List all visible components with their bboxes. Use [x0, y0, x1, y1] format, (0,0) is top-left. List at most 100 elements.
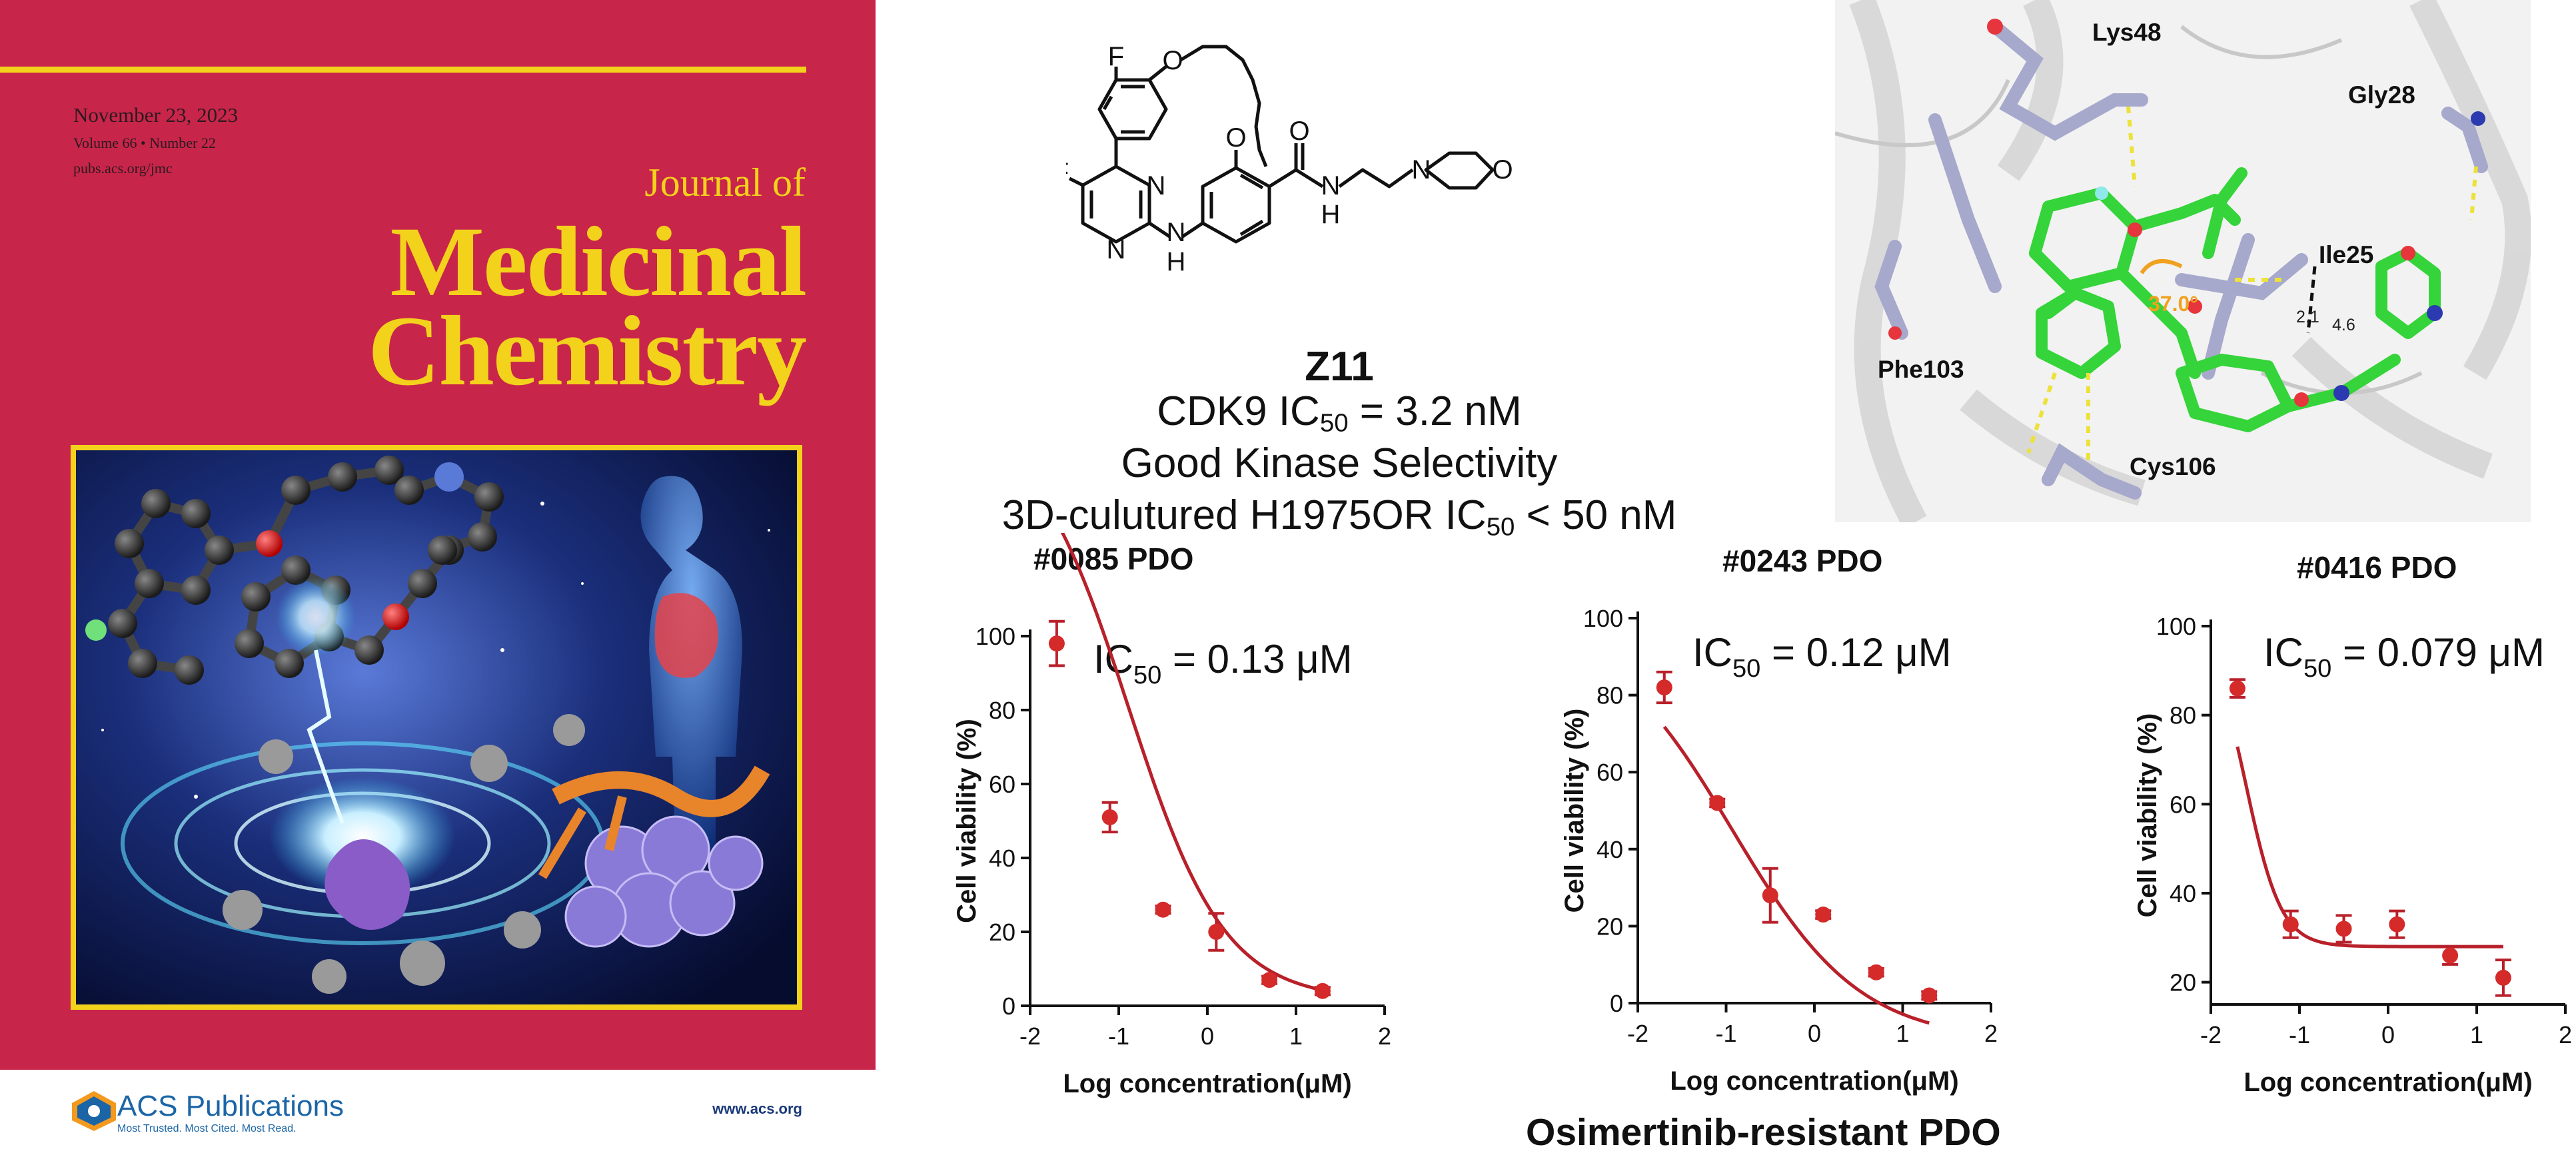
cover-date: November 23, 2023 — [73, 103, 239, 127]
journal-cover: November 23, 2023 Volume 66 • Number 22 … — [0, 0, 876, 1070]
fit-curve — [1060, 533, 1323, 992]
x-tick-label: -2 — [2200, 1021, 2222, 1048]
dose-response-chart-0085: #0085 PDO IC50 = 0.13 μM 0 20 40 60 80 100 -2 -1 0… — [930, 533, 1410, 1119]
y-tick-label: 20 — [989, 919, 1015, 946]
cover-title-chemistry: Chemistry — [368, 296, 807, 406]
compound-name: Z11 — [1305, 344, 1374, 390]
y-tick-label: 100 — [975, 623, 1015, 650]
x-tick-label: 1 — [2470, 1021, 2483, 1048]
y-tick-label: 80 — [2170, 702, 2196, 729]
x-tick-label: 1 — [1896, 1020, 1909, 1047]
dose-response-chart-0243: #0243 PDO IC50 = 0.12 μM 0 20 40 60 80 100 -2 -1 0… — [1533, 533, 2012, 1119]
chart-svg: #0416 PDO IC50 = 0.079 μM 20 40 60 80 100 -2 -1 0… — [2133, 550, 2572, 1097]
data-point — [2442, 947, 2459, 964]
y-tick-label: 80 — [1597, 682, 1623, 709]
panel-footer-title: Osimertinib-resistant PDO — [1526, 1111, 2001, 1154]
residue-label-cys106: Cys106 — [2130, 453, 2216, 480]
y-axis-label: Cell viability (%) — [1560, 709, 1589, 913]
residue-label-gly28: Gly28 — [2348, 81, 2415, 109]
atom-label: N — [1412, 155, 1431, 185]
atom-label: F — [1066, 158, 1069, 187]
docking-illustration: 37.0° — [1835, 0, 2531, 522]
atom-label: O — [1225, 123, 1246, 153]
compound-selectivity: Good Kinase Selectivity — [1121, 440, 1558, 486]
data-point — [1155, 901, 1171, 918]
distance-label: 2.1 — [2296, 308, 2319, 326]
atom-label: O — [1162, 46, 1183, 75]
data-point — [2389, 916, 2405, 933]
cover-artwork-illustration — [76, 450, 797, 1004]
ic50-annotation: IC50 = 0.079 μM — [2263, 630, 2545, 683]
x-tick-label: -2 — [1627, 1020, 1648, 1047]
data-point — [1921, 987, 1938, 1004]
chemical-structure-z11: F O O O F N N N H N H N O — [1066, 42, 1513, 276]
y-tick-label: 20 — [2170, 969, 2196, 996]
y-tick-label: 0 — [1610, 990, 1623, 1017]
data-point — [1815, 907, 1832, 923]
y-tick-label: 60 — [989, 771, 1015, 798]
atom-label: H — [1321, 200, 1341, 229]
x-tick-label: 0 — [1808, 1020, 1821, 1047]
residue-label-ile25: Ile25 — [2319, 241, 2374, 268]
fit-curve — [2236, 746, 2503, 949]
y-axis-label: Cell viability (%) — [2133, 713, 2162, 918]
y-tick-label: 60 — [1597, 759, 1623, 786]
compound-ic50-cdk9: CDK9 IC50 = 3.2 nM — [1157, 388, 1522, 438]
publisher-website: www.acs.org — [712, 1100, 802, 1117]
y-tick-label: 60 — [2170, 791, 2196, 818]
atom-label: H — [1167, 247, 1186, 276]
data-point — [1048, 635, 1065, 652]
chart-title: #0416 PDO — [2297, 550, 2457, 585]
x-tick-label: 0 — [2381, 1021, 2395, 1048]
x-tick-label: -2 — [1019, 1022, 1041, 1050]
x-axis-label: Log concentration(μM) — [2244, 1068, 2532, 1097]
cover-footer: ACS Publications Most Trusted. Most Cite… — [0, 1070, 876, 1163]
data-point — [1762, 887, 1778, 904]
x-tick-label: 2 — [2559, 1021, 2572, 1048]
x-tick-label: -1 — [1108, 1022, 1129, 1050]
dihedral-angle-label: 37.0° — [2148, 292, 2198, 316]
y-tick-label: 40 — [989, 845, 1015, 872]
y-tick-label: 100 — [1583, 605, 1623, 632]
y-axis-label: Cell viability (%) — [952, 719, 981, 923]
x-tick-label: 2 — [1984, 1020, 1998, 1047]
data-point — [1261, 972, 1278, 988]
docking-pose-image: 37.0° Lys48 Gly28 Ile25 Phe103 Cys106 2.… — [1835, 0, 2531, 522]
x-tick-label: 1 — [1289, 1022, 1303, 1050]
x-axis-label: Log concentration(μM) — [1063, 1069, 1351, 1098]
distance-label: 4.6 — [2332, 316, 2355, 334]
data-point — [2229, 680, 2246, 697]
atom-label: N — [1147, 171, 1166, 200]
fit-curve — [1662, 725, 1930, 1025]
chart-svg: #0085 PDO IC50 = 0.13 μM 0 20 40 60 80 100 -2 -1 0… — [952, 533, 1391, 1098]
data-point — [2282, 916, 2299, 933]
chart-svg: #0243 PDO IC50 = 0.12 μM 0 20 40 60 80 100 -2 -1 0… — [1560, 544, 1998, 1096]
dose-response-chart-0416: #0416 PDO IC50 = 0.079 μM 20 40 60 80 100 -2 -1 0… — [2107, 533, 2576, 1119]
cover-top-rule — [0, 67, 806, 73]
y-tick-label: 0 — [1002, 992, 1015, 1020]
acs-logo-icon — [72, 1091, 116, 1131]
cover-artwork — [71, 445, 802, 1010]
data-point — [1314, 982, 1331, 999]
x-tick-label: -1 — [1715, 1020, 1736, 1047]
atom-label: N — [1321, 171, 1341, 200]
data-point — [1101, 809, 1118, 825]
x-tick-label: -1 — [2289, 1021, 2310, 1048]
y-tick-label: 100 — [2156, 613, 2196, 640]
chart-title: #0243 PDO — [1722, 544, 1882, 578]
atom-label: O — [1289, 117, 1309, 146]
cover-volume: Volume 66 • Number 22 — [73, 135, 216, 151]
cover-url: pubs.acs.org/jmc — [73, 160, 173, 177]
data-point — [1868, 964, 1884, 980]
chart-title: #0085 PDO — [1033, 542, 1193, 576]
residue-label-lys48: Lys48 — [2092, 19, 2162, 46]
data-point — [2495, 969, 2511, 986]
ic50-annotation: IC50 = 0.12 μM — [1692, 630, 1952, 683]
y-tick-label: 20 — [1597, 913, 1623, 940]
data-point — [1656, 679, 1672, 696]
y-tick-label: 80 — [989, 697, 1015, 724]
publisher-tagline: Most Trusted. Most Cited. Most Read. — [117, 1123, 297, 1134]
data-point — [1709, 795, 1726, 811]
ic50-annotation: IC50 = 0.13 μM — [1093, 637, 1353, 689]
atom-label: O — [1492, 155, 1513, 185]
